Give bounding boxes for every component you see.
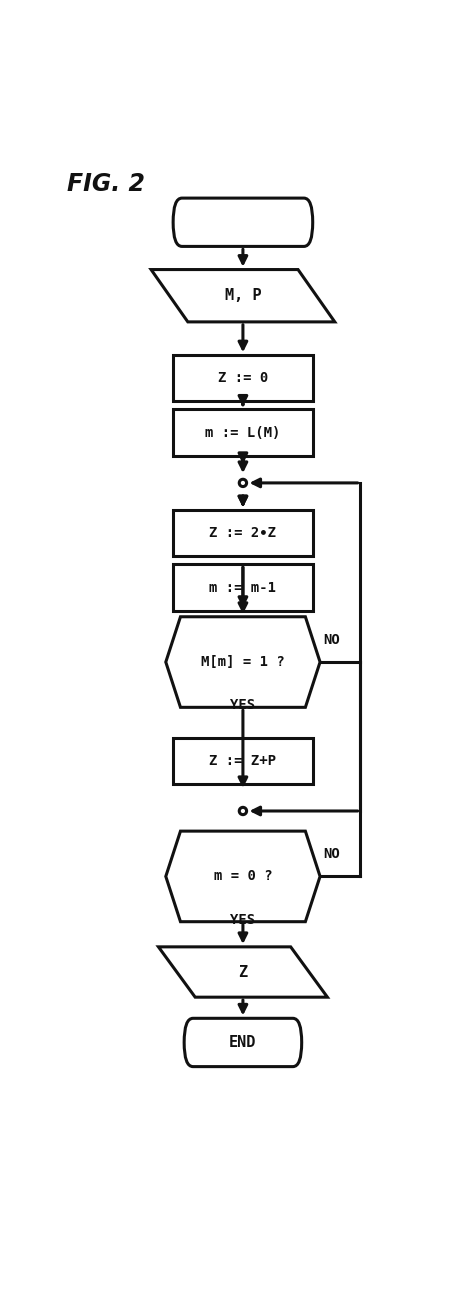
FancyBboxPatch shape bbox=[184, 1018, 301, 1067]
Polygon shape bbox=[158, 946, 328, 997]
Bar bbox=[173, 510, 313, 557]
Ellipse shape bbox=[239, 808, 246, 814]
Text: m := m-1: m := m-1 bbox=[210, 580, 276, 595]
Bar bbox=[173, 565, 313, 610]
Text: END: END bbox=[229, 1035, 256, 1050]
Text: m := L(M): m := L(M) bbox=[205, 426, 281, 439]
Bar bbox=[173, 409, 313, 456]
Text: Z := 2∙Z: Z := 2∙Z bbox=[210, 527, 276, 540]
Polygon shape bbox=[151, 269, 335, 322]
Text: NO: NO bbox=[324, 633, 340, 647]
Ellipse shape bbox=[239, 480, 246, 486]
Text: FIG. 2: FIG. 2 bbox=[66, 173, 145, 196]
Text: M[m] = 1 ?: M[m] = 1 ? bbox=[201, 655, 285, 669]
Text: Z: Z bbox=[238, 965, 247, 979]
Text: M, P: M, P bbox=[225, 289, 261, 303]
Polygon shape bbox=[166, 617, 320, 707]
Text: YES: YES bbox=[230, 698, 255, 712]
Text: Z := Z+P: Z := Z+P bbox=[210, 754, 276, 767]
FancyBboxPatch shape bbox=[173, 199, 313, 247]
Text: m = 0 ?: m = 0 ? bbox=[214, 869, 272, 884]
Bar bbox=[173, 356, 313, 401]
Bar bbox=[173, 737, 313, 784]
Text: Z := 0: Z := 0 bbox=[218, 371, 268, 386]
Text: YES: YES bbox=[230, 912, 255, 927]
Text: NO: NO bbox=[324, 847, 340, 861]
Polygon shape bbox=[166, 831, 320, 921]
